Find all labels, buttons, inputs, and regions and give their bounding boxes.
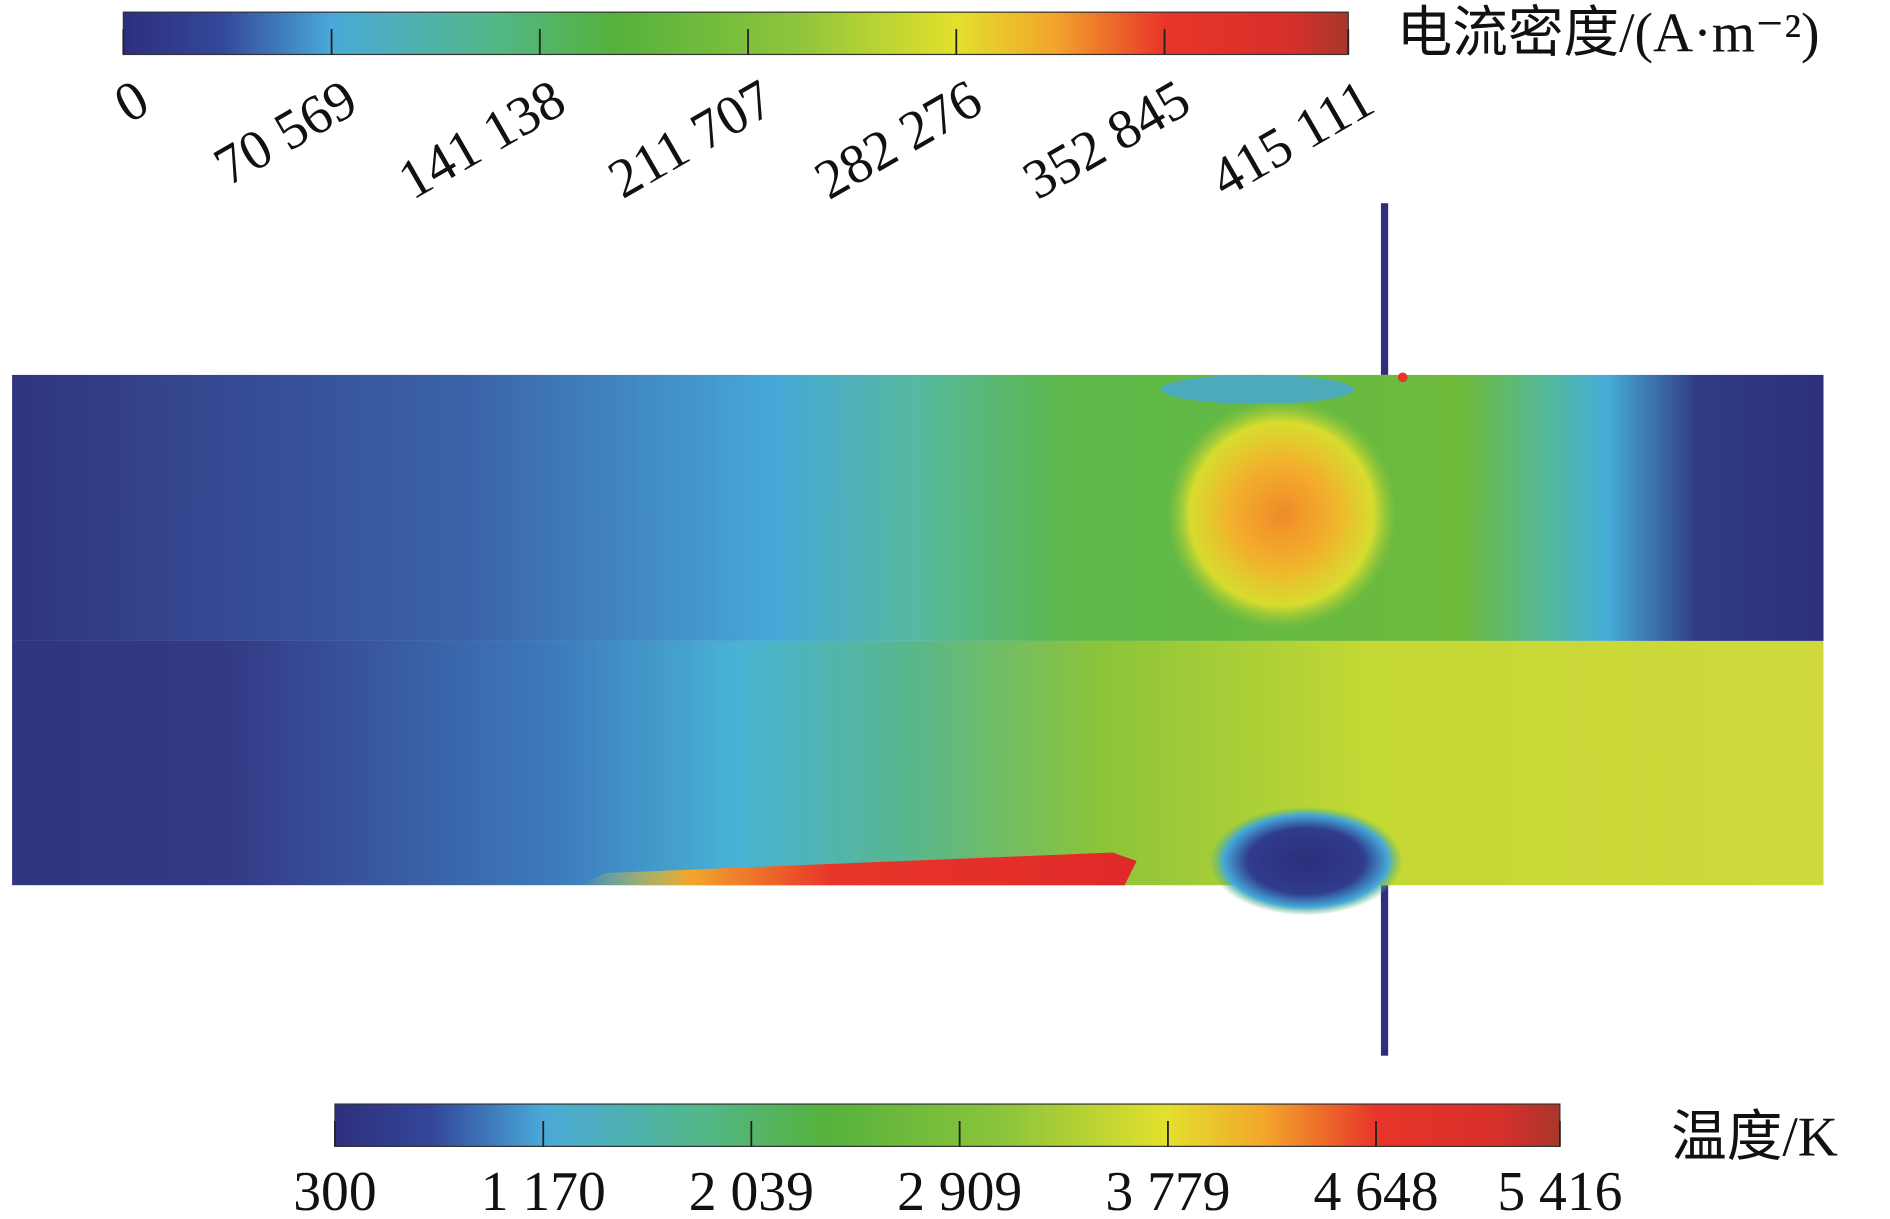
tick-label: 3 779 — [1105, 1161, 1230, 1219]
tick-label: 0 — [104, 68, 159, 136]
field — [12, 203, 1824, 1056]
tick-label: 141 138 — [388, 68, 576, 212]
tick-label: 415 111 — [1200, 68, 1384, 210]
tick-label: 5 416 — [1497, 1161, 1622, 1219]
tick-label: 2 039 — [689, 1161, 814, 1219]
colorbar — [334, 1103, 1561, 1147]
tick-label: 4 648 — [1313, 1161, 1438, 1219]
tick-label: 282 276 — [805, 68, 993, 212]
tick-label: 300 — [293, 1161, 376, 1219]
colorbar-title: 电流密度/(A·m⁻²) — [1397, 3, 1820, 65]
colorbar — [122, 11, 1349, 56]
tick-label: 352 845 — [1013, 68, 1201, 212]
tick-label: 1 170 — [481, 1161, 606, 1219]
tick-label: 211 707 — [598, 68, 784, 211]
tick-label: 70 569 — [204, 68, 367, 198]
colorbar-title: 温度/K — [1671, 1107, 1838, 1169]
tick-label: 2 909 — [897, 1161, 1022, 1219]
